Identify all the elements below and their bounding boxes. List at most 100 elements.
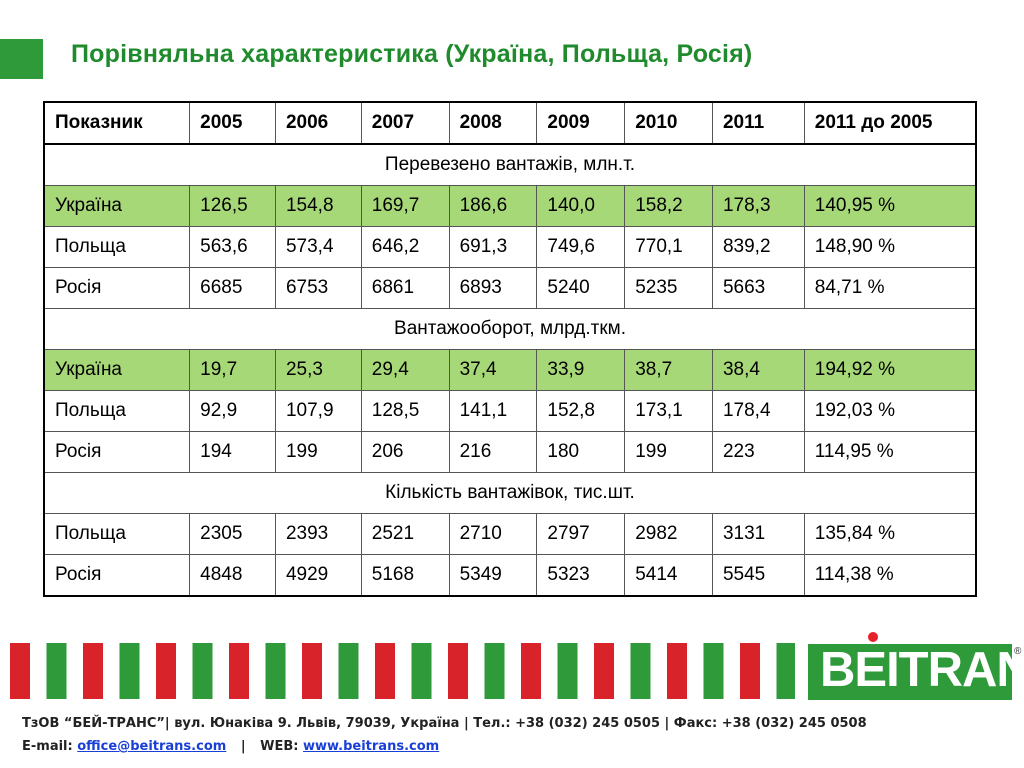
value-cell: 4929 bbox=[274, 554, 362, 597]
stripe bbox=[411, 643, 432, 699]
stripe bbox=[229, 643, 249, 699]
web-link[interactable]: www.beitrans.com bbox=[302, 739, 440, 754]
section-row: Вантажооборот, млрд.ткм. bbox=[43, 308, 977, 350]
stripe bbox=[192, 643, 213, 699]
value-cell: 140,95 % bbox=[803, 185, 977, 227]
value-cell: 114,38 % bbox=[803, 554, 977, 597]
stripe bbox=[119, 643, 140, 699]
stripe bbox=[375, 643, 395, 699]
section-row: Перевезено вантажів, млн.т. bbox=[43, 143, 977, 186]
value-cell: 6893 bbox=[448, 267, 538, 309]
value-cell: 5545 bbox=[711, 554, 805, 597]
section-row: Кількість вантажівок, тис.шт. bbox=[43, 472, 977, 514]
value-cell: 92,9 bbox=[189, 390, 276, 432]
section-label: Перевезено вантажів, млн.т. bbox=[43, 143, 977, 186]
stripe bbox=[557, 643, 578, 699]
table-row: Польща 563,6 573,4 646,2 691,3 749,6 770,1 839,… bbox=[43, 226, 977, 268]
logo-registered-mark: ® bbox=[1014, 646, 1022, 657]
logo-red-dot bbox=[868, 632, 878, 642]
footer-separator: | bbox=[240, 739, 246, 754]
header-cell: 2010 bbox=[624, 101, 713, 145]
stripe bbox=[667, 643, 687, 699]
table-row: Росія 4848 4929 5168 5349 5323 5414 5545 114,38 … bbox=[43, 554, 977, 597]
value-cell: 178,4 bbox=[711, 390, 805, 432]
value-cell: 37,4 bbox=[448, 349, 538, 391]
logo-text: BEITRANS bbox=[820, 643, 1024, 697]
country-cell: Україна bbox=[43, 185, 191, 227]
value-cell: 158,2 bbox=[624, 185, 713, 227]
stripe bbox=[10, 643, 30, 699]
value-cell: 2797 bbox=[536, 513, 626, 555]
country-cell: Польща bbox=[43, 390, 191, 432]
value-cell: 192,03 % bbox=[803, 390, 977, 432]
value-cell: 38,7 bbox=[624, 349, 713, 391]
header-cell: 2009 bbox=[536, 101, 626, 145]
value-cell: 6753 bbox=[274, 267, 362, 309]
email-link[interactable]: office@beitrans.com bbox=[77, 739, 227, 754]
value-cell: 2982 bbox=[624, 513, 713, 555]
header-cell: 2007 bbox=[360, 101, 450, 145]
value-cell: 178,3 bbox=[711, 185, 805, 227]
stripe bbox=[776, 643, 795, 699]
country-cell: Польща bbox=[43, 226, 191, 268]
stripe bbox=[521, 643, 541, 699]
header-cell: 2008 bbox=[448, 101, 538, 145]
page-title: Порівняльна характеристика (Україна, Пол… bbox=[71, 40, 753, 68]
value-cell: 6685 bbox=[189, 267, 276, 309]
value-cell: 154,8 bbox=[274, 185, 362, 227]
value-cell: 107,9 bbox=[274, 390, 362, 432]
value-cell: 180 bbox=[536, 431, 626, 473]
value-cell: 114,95 % bbox=[803, 431, 977, 473]
table-row: Росія 6685 6753 6861 6893 5240 5235 5663 84,71 % bbox=[43, 267, 977, 309]
stripe bbox=[46, 643, 67, 699]
value-cell: 2710 bbox=[448, 513, 538, 555]
value-cell: 148,90 % bbox=[803, 226, 977, 268]
value-cell: 646,2 bbox=[360, 226, 450, 268]
value-cell: 169,7 bbox=[360, 185, 450, 227]
value-cell: 3131 bbox=[711, 513, 805, 555]
value-cell: 141,1 bbox=[448, 390, 538, 432]
header-cell: Показник bbox=[43, 101, 191, 145]
country-cell: Росія bbox=[43, 267, 191, 309]
value-cell: 2305 bbox=[189, 513, 276, 555]
header-cell: 2006 bbox=[274, 101, 362, 145]
value-cell: 194 bbox=[189, 431, 276, 473]
footer-address: ТзОВ “БЕЙ-ТРАНС”| вул. Юнаківа 9. Львів,… bbox=[22, 716, 867, 731]
value-cell: 29,4 bbox=[360, 349, 450, 391]
value-cell: 4848 bbox=[189, 554, 276, 597]
stripe bbox=[630, 643, 651, 699]
value-cell: 839,2 bbox=[711, 226, 805, 268]
stripe bbox=[265, 643, 286, 699]
value-cell: 140,0 bbox=[536, 185, 626, 227]
value-cell: 216 bbox=[448, 431, 538, 473]
stripe bbox=[83, 643, 103, 699]
value-cell: 770,1 bbox=[624, 226, 713, 268]
beitrans-logo: BEITRANS ® bbox=[808, 632, 1024, 704]
value-cell: 25,3 bbox=[274, 349, 362, 391]
section-label: Вантажооборот, млрд.ткм. bbox=[43, 308, 977, 350]
value-cell: 19,7 bbox=[189, 349, 276, 391]
footer-contacts: E-mail: office@beitrans.com | WEB: www.b… bbox=[22, 739, 439, 754]
comparison-table: Показник 2005 2006 2007 2008 2009 2010 2… bbox=[43, 101, 977, 597]
value-cell: 5240 bbox=[536, 267, 626, 309]
logo-background bbox=[808, 644, 1012, 700]
value-cell: 2393 bbox=[274, 513, 362, 555]
value-cell: 152,8 bbox=[536, 390, 626, 432]
country-cell: Україна bbox=[43, 349, 191, 391]
decorative-stripes bbox=[10, 643, 795, 699]
value-cell: 573,4 bbox=[274, 226, 362, 268]
value-cell: 691,3 bbox=[448, 226, 538, 268]
value-cell: 5323 bbox=[536, 554, 626, 597]
value-cell: 563,6 bbox=[189, 226, 276, 268]
stripe bbox=[703, 643, 724, 699]
value-cell: 2521 bbox=[360, 513, 450, 555]
stripe bbox=[594, 643, 614, 699]
value-cell: 135,84 % bbox=[803, 513, 977, 555]
value-cell: 5235 bbox=[624, 267, 713, 309]
table-row: Україна 19,7 25,3 29,4 37,4 33,9 38,7 38,4 194,9… bbox=[43, 349, 977, 391]
value-cell: 38,4 bbox=[711, 349, 805, 391]
value-cell: 5168 bbox=[360, 554, 450, 597]
value-cell: 173,1 bbox=[624, 390, 713, 432]
table-row: Польща 92,9 107,9 128,5 141,1 152,8 173,1 178,4… bbox=[43, 390, 977, 432]
country-cell: Росія bbox=[43, 554, 191, 597]
